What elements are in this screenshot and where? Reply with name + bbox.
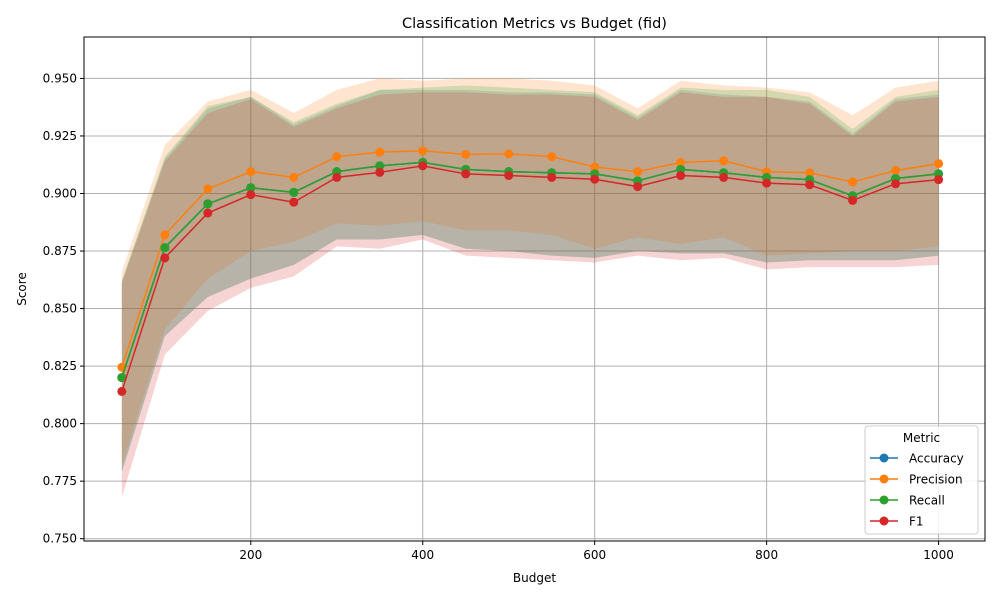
legend-box [864,425,979,535]
y-tick-label: 0.950 [43,71,77,85]
data-point-f1 [117,386,127,396]
data-point-f1 [547,172,557,182]
data-point-precision [504,149,514,159]
y-tick-label: 0.925 [43,129,77,143]
data-point-recall [676,164,686,174]
band-f1 [121,92,939,498]
legend-label-accuracy: Accuracy [909,452,964,466]
y-tick-label: 0.875 [43,244,77,258]
y-tick-label: 0.775 [43,474,77,488]
plot-frame [83,36,986,542]
band-precision [121,78,939,466]
band-recall [121,85,939,472]
x-tick-label: 800 [755,548,778,562]
legend: Metric Accuracy Precision Recall F1 [864,425,979,535]
data-point-precision [375,147,385,157]
legend-swatch-marker-recall [879,495,889,505]
y-tick-label: 0.900 [43,186,77,200]
y-tick-label: 0.750 [43,532,77,546]
confidence-bands [121,78,939,498]
series-line-precision [121,150,939,368]
data-point-f1 [203,208,213,218]
data-point-precision [891,165,901,175]
data-point-f1 [805,180,815,190]
data-point-f1 [633,182,643,192]
data-point-precision [848,177,858,187]
data-point-recall [375,161,385,171]
data-point-f1 [848,195,858,205]
data-point-recall [289,187,299,197]
legend-swatch-marker-precision [879,474,889,484]
data-point-precision [633,167,643,177]
data-point-precision [160,230,170,240]
data-point-f1 [461,169,471,179]
y-axis-label: Score [15,272,29,306]
series-line-f1 [121,165,939,392]
data-point-precision [246,167,256,177]
data-point-f1 [891,179,901,189]
legend-swatch-marker-accuracy [879,453,889,463]
data-point-precision [461,149,471,159]
data-point-precision [289,172,299,182]
legend-label-precision: Precision [909,473,963,487]
legend-label-recall: Recall [909,494,945,508]
data-point-recall [117,373,127,383]
data-point-recall [160,243,170,253]
y-axis-ticks: 0.750 0.775 0.800 0.825 0.850 0.875 0.900 0.925… [43,71,84,546]
legend-items: Accuracy Precision Recall F1 [870,452,964,529]
data-point-f1 [160,253,170,263]
legend-swatch-marker-f1 [879,516,889,526]
x-tick-label: 600 [583,548,606,562]
data-point-precision [332,152,342,162]
series-line-recall [121,161,939,378]
data-point-precision [203,184,213,194]
y-tick-label: 0.800 [43,417,77,431]
data-point-precision [676,157,686,167]
band-accuracy [121,89,939,472]
data-point-precision [547,152,557,162]
chart-title: Classification Metrics vs Budget (fid) [402,16,667,32]
data-point-f1 [289,197,299,207]
x-axis-ticks: 200 400 600 800 1000 [239,541,954,562]
data-point-precision [934,159,944,169]
data-point-recall [246,183,256,193]
data-point-precision [590,162,600,172]
data-point-f1 [332,172,342,182]
data-point-f1 [375,167,385,177]
x-tick-label: 200 [239,548,262,562]
data-point-f1 [504,171,514,181]
x-tick-label: 1000 [923,548,954,562]
data-point-f1 [762,178,772,188]
series-lines [117,146,944,396]
y-tick-label: 0.825 [43,359,77,373]
data-point-f1 [246,190,256,200]
data-point-precision [418,146,428,156]
x-tick-label: 400 [411,548,434,562]
data-point-precision [719,156,729,166]
legend-title: Metric [903,431,940,445]
data-point-f1 [418,161,428,171]
data-point-recall [203,199,213,209]
x-axis-label: Budget [513,571,556,585]
data-point-f1 [676,171,686,181]
y-tick-label: 0.850 [43,302,77,316]
data-point-f1 [934,175,944,185]
data-point-f1 [590,174,600,184]
data-point-f1 [719,172,729,182]
legend-label-f1: F1 [909,515,924,529]
data-point-precision [805,168,815,178]
